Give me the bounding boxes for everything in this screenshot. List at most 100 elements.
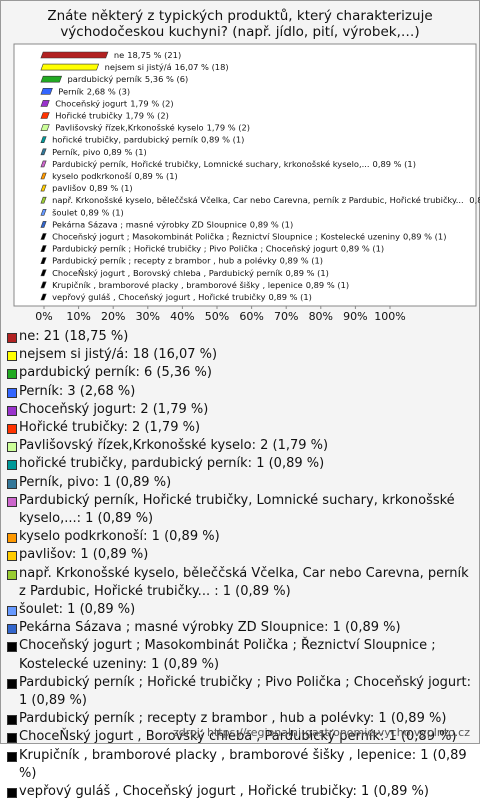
- x-tick-label: 80%: [309, 310, 333, 323]
- x-tick-label: 10%: [66, 310, 90, 323]
- value-label: 1,79 % (2): [130, 98, 173, 108]
- bar-label: Pekárna Sázava ; masné výrobky ZD Sloupn…: [52, 219, 293, 229]
- bar: [40, 281, 47, 289]
- legend-item: Pardubický perník ; recepty z brambor , …: [6, 710, 472, 728]
- chart: Znáte některý z typických produktů, kter…: [13, 8, 480, 323]
- x-tick-label: 70%: [274, 310, 298, 323]
- bar: [40, 269, 47, 277]
- category-label: šoulet: [52, 207, 78, 217]
- category-label: Perník: [58, 86, 84, 96]
- bar-label: pavlišov 0,89 % (1): [52, 183, 133, 193]
- bar-label: Choceňský jogurt ; Masokombinát Polička …: [52, 231, 446, 241]
- category-label: Pardubický perník ; Hořické trubičky ; P…: [52, 243, 338, 253]
- legend-swatch: [7, 733, 17, 744]
- bar-label: Pardubický perník ; recepty z brambor , …: [52, 255, 323, 265]
- category-label: Hořické trubičky: [55, 110, 122, 120]
- category-label: pardubický perník: [68, 74, 143, 84]
- bar: [40, 88, 53, 95]
- category-label: hořické trubičky, pardubický perník: [52, 134, 198, 144]
- legend-label: Perník, pivo: 1 (0,89 %): [19, 474, 172, 490]
- value-label: 0,89 % (1): [280, 255, 323, 265]
- category-label: Choceňský jogurt ; Masokombinát Polička …: [52, 231, 400, 241]
- legend-swatch: [7, 533, 17, 544]
- legend-swatch: [7, 624, 17, 635]
- value-label: 0,89 % (1): [341, 243, 384, 253]
- category-label: ChoceŇský jogurt , Borovský chleba , Par…: [52, 267, 283, 277]
- bar: [40, 63, 100, 71]
- legend-item: ne: 21 (18,75 %): [6, 328, 472, 346]
- bar: [40, 184, 47, 192]
- bar-label: pardubický perník 5,36 % (6): [68, 74, 189, 84]
- legend-item: ChoceŇský jogurt , Borovský chleba , Par…: [6, 728, 472, 746]
- legend-label: Choceňský jogurt ; Masokombinát Polička …: [19, 638, 436, 672]
- bar-label: např. Krkonošské kyselo, běleččská Včelk…: [52, 195, 480, 205]
- bar-label: vepřový guláš , Choceňský jogurt , Hořic…: [52, 292, 312, 302]
- legend-item: Pardubický perník, Hořické trubičky, Lom…: [6, 492, 472, 528]
- legend-label: Pardubický perník ; Hořické trubičky ; P…: [19, 674, 471, 709]
- legend-label: Krupičník , bramborové placky , bramboro…: [19, 747, 467, 781]
- legend-swatch: [7, 333, 17, 343]
- bar: [40, 148, 47, 156]
- bar-label: ne 18,75 % (21): [114, 50, 181, 60]
- x-tick-label: 60%: [239, 310, 263, 323]
- category-label: Pardubický perník, Hořické trubičky, Lom…: [52, 158, 369, 168]
- legend-swatch: [7, 751, 17, 762]
- legend-item: hořické trubičky, pardubický perník: 1 (…: [6, 455, 472, 473]
- legend-item: Hořické trubičky: 2 (1,79 %): [6, 419, 472, 437]
- legend-item: nejsem si jistý/á: 18 (16,07 %): [6, 346, 472, 364]
- legend-label: Pekárna Sázava ; masné výrobky ZD Sloupn…: [19, 620, 401, 636]
- value-label: 0,89 % (1): [103, 146, 146, 156]
- legend-swatch: [7, 369, 17, 380]
- legend-item: šoulet: 1 (0,89 %): [6, 601, 472, 619]
- value-label: 18,75 % (21): [127, 50, 181, 60]
- bar-label: Pardubický perník, Hořické trubičky, Lom…: [52, 158, 416, 168]
- bar: [40, 233, 47, 240]
- bar-label: Krupičník , bramborové placky , bramboro…: [52, 279, 349, 289]
- legend-label: hořické trubičky, pardubický perník: 1 (…: [19, 456, 325, 472]
- category-label: vepřový guláš , Choceňský jogurt , Hořic…: [52, 292, 266, 302]
- legend-swatch: [7, 606, 17, 617]
- legend-label: Pardubický perník ; recepty z brambor , …: [19, 711, 447, 727]
- value-label: 0,89 % (1): [80, 207, 123, 217]
- value-label: 0,89 % (1): [403, 231, 446, 241]
- legend-label: šoulet: 1 (0,89 %): [19, 602, 136, 618]
- legend-swatch: [7, 642, 17, 653]
- legend-swatch: [7, 405, 17, 416]
- value-label: 0,89 % (1): [373, 158, 416, 168]
- x-tick-label: 20%: [101, 310, 125, 323]
- x-tick-label: 40%: [170, 310, 194, 323]
- legend-item: pardubický perník: 6 (5,36 %): [6, 364, 472, 382]
- value-label: 0,89 % (1): [306, 279, 349, 289]
- legend-label: Pavlišovský řízek,Krkonošské kyselo: 2 (…: [19, 438, 329, 454]
- legend-label: ne: 21 (18,75 %): [19, 329, 129, 344]
- x-tick-label: 0%: [35, 310, 52, 323]
- category-label: kyselo podkrkonoší: [52, 171, 132, 181]
- legend-item: Choceňský jogurt ; Masokombinát Polička …: [6, 637, 472, 673]
- legend-label: ChoceŇský jogurt , Borovský chleba , Par…: [19, 729, 457, 745]
- value-label: 5,36 % (6): [145, 74, 188, 84]
- bar-label: kyselo podkrkonoší 0,89 % (1): [52, 171, 178, 181]
- category-label: Pardubický perník ; recepty z brambor , …: [52, 255, 277, 265]
- legend-label: nejsem si jistý/á: 18 (16,07 %): [19, 347, 218, 363]
- bar-label: Perník, pivo 0,89 % (1): [52, 146, 147, 156]
- category-label: Pavlišovský řízek,Krkonošské kyselo: [55, 122, 203, 132]
- value-label: 0,89 % (1): [89, 183, 132, 193]
- bar: [40, 209, 47, 216]
- plot-area: [13, 43, 477, 307]
- category-label: Perník, pivo: [52, 146, 100, 156]
- legend-item: Pavlišovský řízek,Krkonošské kyselo: 2 (…: [6, 437, 472, 455]
- x-tick-label: 30%: [136, 310, 160, 323]
- bar: [40, 75, 63, 83]
- legend-item: Pardubický perník ; Hořické trubičky ; P…: [6, 674, 472, 710]
- legend-swatch: [7, 424, 17, 435]
- legend-swatch: [7, 678, 17, 689]
- bar: [40, 293, 47, 301]
- chart-title: Znáte některý z typických produktů, kter…: [47, 8, 432, 40]
- bar-label: Perník 2,68 % (3): [58, 86, 130, 96]
- bar-label: Choceňský jogurt 1,79 % (2): [55, 98, 173, 108]
- legend-item: vepřový guláš , Choceňský jogurt , Hořic…: [6, 783, 472, 801]
- legend-item: Pekárna Sázava ; masné výrobky ZD Sloupn…: [6, 619, 472, 637]
- value-label: 1,79 % (2): [207, 122, 250, 132]
- value-label: 0,89 % (1): [469, 195, 480, 205]
- legend-swatch: [7, 715, 17, 726]
